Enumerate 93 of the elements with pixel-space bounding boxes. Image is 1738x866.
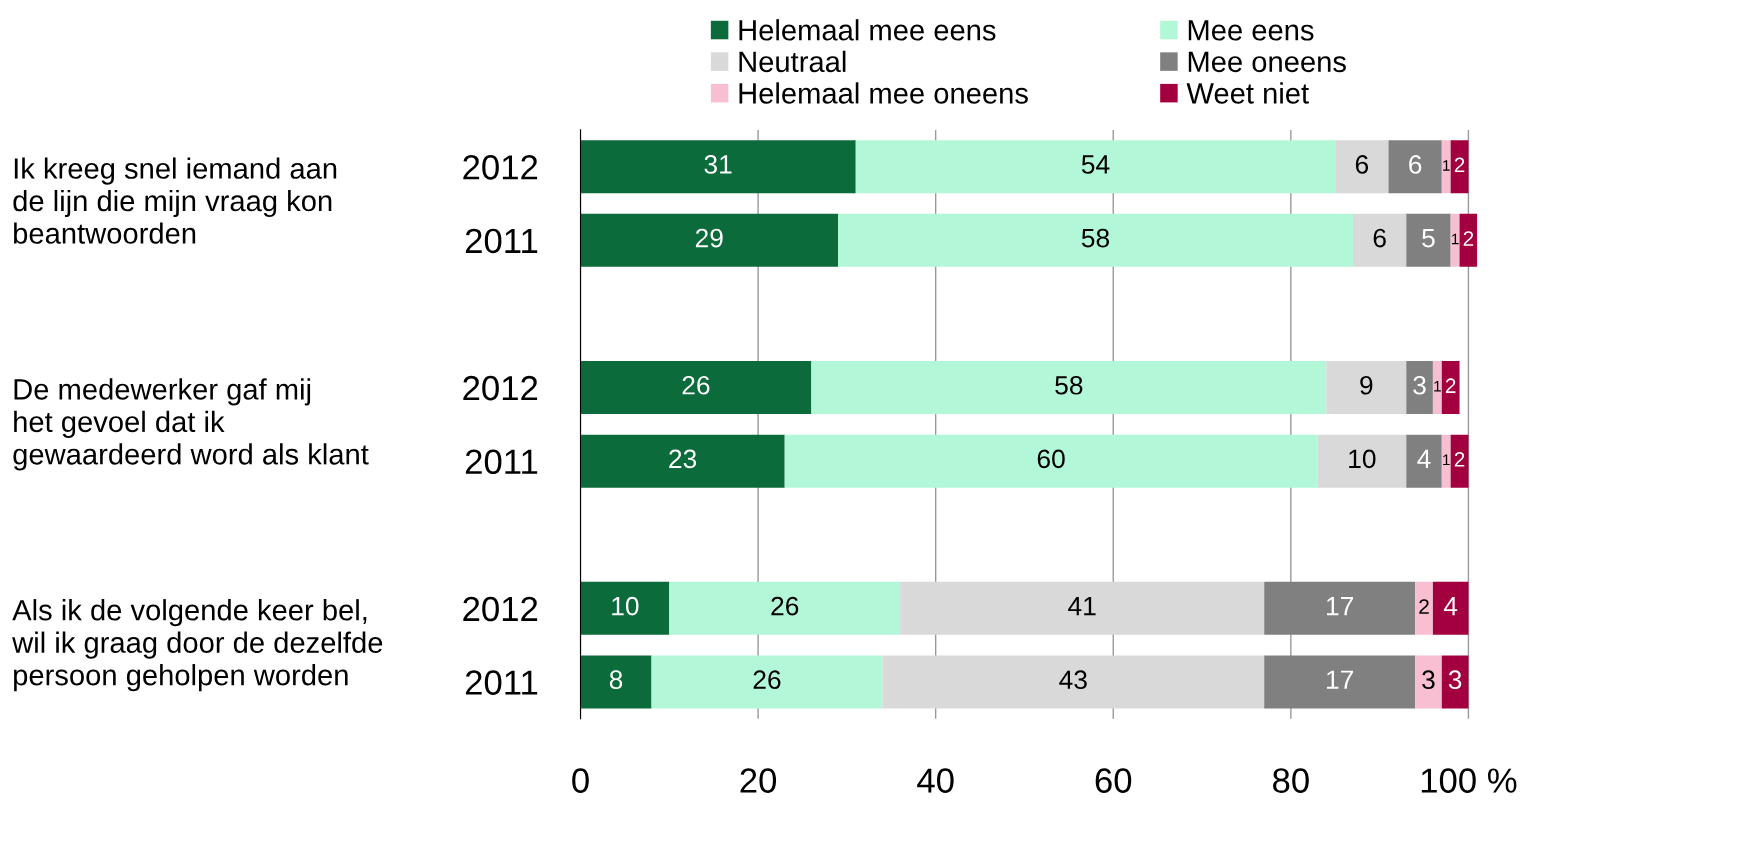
- bar: [1441, 361, 1460, 415]
- text: Als ik de volgende keer bel, wil ik graag door de dezelfde persoon geholpen worden: [12, 599, 383, 692]
- bar: [1441, 140, 1451, 194]
- data-label: 5: [1422, 228, 1435, 248]
- data-label: 17: [1327, 597, 1354, 616]
- bar: [669, 581, 901, 635]
- bar: [580, 213, 838, 267]
- data-label: 58: [1055, 375, 1083, 395]
- legend-label: Helemaal mee oneens: [739, 82, 1028, 104]
- bar: [1388, 140, 1442, 194]
- text: De medewerker gaf mij het gevoel dat ik gewaardeerd word als klant: [13, 378, 369, 471]
- bar: [1450, 140, 1469, 194]
- bar: [1406, 361, 1433, 415]
- bar: [1415, 581, 1433, 635]
- legend-label: Mee eens: [1188, 20, 1314, 41]
- bar: [1335, 140, 1389, 194]
- y-tick-label: 2011: [465, 670, 538, 695]
- data-label: 3: [1448, 670, 1462, 690]
- bar: [651, 655, 883, 709]
- bar: [1406, 213, 1451, 267]
- data-label: 2: [1445, 378, 1456, 393]
- bar: [1450, 213, 1460, 267]
- data-label: 29: [695, 228, 723, 248]
- x-tick-label: 100 %: [1421, 768, 1517, 793]
- data-label: 2: [1454, 451, 1465, 467]
- data-label: 4: [1417, 449, 1431, 468]
- bar: [1406, 434, 1442, 488]
- bar: [1352, 213, 1407, 267]
- bar: [882, 655, 1265, 709]
- data-label: 2: [1454, 157, 1465, 173]
- y-tick-label: 2012: [463, 596, 538, 622]
- legend-label: Mee oneens: [1188, 51, 1346, 73]
- data-label: 23: [669, 449, 697, 469]
- bar: [1432, 581, 1469, 635]
- data-label: 3: [1422, 670, 1435, 690]
- data-label: 1: [1452, 233, 1459, 245]
- bar: [1264, 581, 1416, 635]
- bar: [580, 655, 652, 709]
- bar: [1317, 434, 1407, 488]
- data-label: 26: [771, 596, 799, 616]
- bar: [1415, 655, 1442, 709]
- text: Ik kreeg snel iemand aan de lijn die mijn vraag kon beantwoorden: [13, 157, 337, 244]
- data-label: 41: [1068, 597, 1096, 616]
- data-label: 10: [1349, 449, 1376, 469]
- y-tick-label: 2011: [465, 449, 538, 475]
- bar: [900, 581, 1265, 635]
- x-tick-label: 20: [740, 768, 777, 793]
- data-label: 2: [1419, 599, 1429, 614]
- data-label: 6: [1355, 155, 1369, 174]
- bar: [855, 140, 1336, 194]
- data-label: 43: [1059, 670, 1087, 690]
- bar: [1459, 213, 1478, 267]
- x-tick-label: 60: [1095, 768, 1132, 793]
- data-label: 26: [753, 670, 781, 690]
- bar: [580, 434, 785, 488]
- data-label: 58: [1081, 228, 1110, 248]
- data-label: 6: [1373, 228, 1386, 248]
- data-label: 4: [1443, 597, 1458, 616]
- x-tick-label: 0: [572, 768, 589, 793]
- data-label: 8: [609, 670, 623, 690]
- data-label: 3: [1413, 375, 1426, 395]
- bar: [837, 213, 1353, 267]
- data-label: 1: [1434, 380, 1441, 392]
- data-label: 1: [1443, 454, 1450, 466]
- data-label: 17: [1327, 670, 1354, 689]
- legend-label: Helemaal mee eens: [739, 19, 996, 41]
- data-label: 31: [704, 155, 732, 174]
- legend-label: Neutraal: [739, 50, 846, 73]
- bar: [1441, 434, 1451, 488]
- y-tick-label: 2011: [465, 228, 538, 254]
- data-label: 26: [682, 375, 710, 395]
- bar: [580, 361, 812, 415]
- bar: [1450, 434, 1469, 488]
- bar: [1441, 655, 1469, 709]
- y-tick-label: 2012: [463, 155, 538, 180]
- x-tick-label: 80: [1273, 768, 1309, 793]
- legend-label: Weet niet: [1186, 82, 1309, 104]
- data-label: 54: [1081, 155, 1110, 174]
- y-tick-label: 2012: [463, 375, 538, 401]
- data-label: 60: [1037, 449, 1065, 469]
- bar: [784, 434, 1318, 488]
- bar: [811, 361, 1327, 415]
- data-label: 1: [1443, 160, 1450, 171]
- x-tick-label: 40: [917, 768, 954, 793]
- data-label: 6: [1409, 155, 1422, 174]
- bar: [1326, 361, 1407, 415]
- data-label: 9: [1360, 375, 1373, 395]
- bar: [1264, 655, 1416, 709]
- data-label: 10: [612, 596, 639, 616]
- bar: [580, 581, 670, 635]
- bar: [1432, 361, 1442, 415]
- data-label: 2: [1463, 231, 1474, 246]
- bar: [580, 140, 856, 194]
